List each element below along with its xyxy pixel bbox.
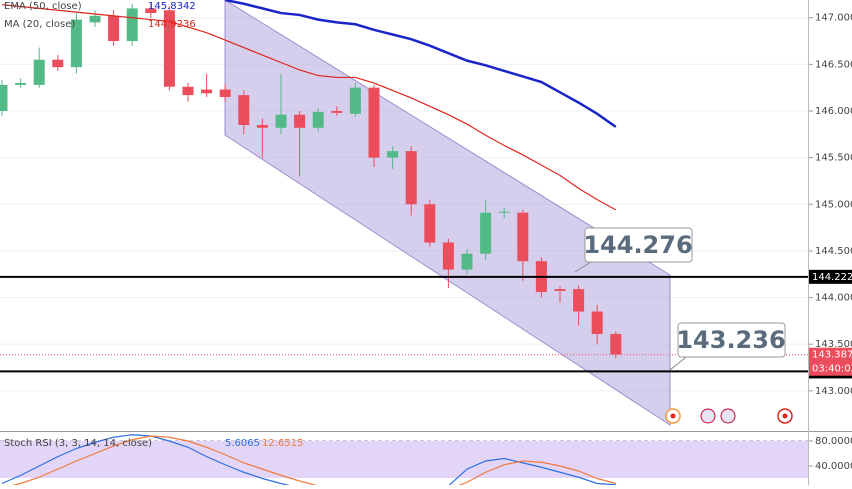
y-tick-label: 147.000 [815, 13, 852, 24]
y-tick-label: 145.000 [815, 199, 852, 210]
y-tick-label: 144.500 [815, 246, 852, 257]
candle-body [331, 110, 343, 113]
y-tick-label: 40.0000 [815, 461, 852, 472]
candle-body [498, 211, 510, 213]
y-tick-label: 146.500 [815, 59, 852, 70]
callouts: 144.276 143.236 [574, 227, 786, 371]
candle-body [70, 19, 82, 68]
indicator-line [1, 434, 616, 485]
event-icon[interactable] [700, 408, 716, 424]
callout-text: 144.276 [583, 231, 692, 259]
price-axis: 147.000 146.500 146.000 145.500 145.000 144.5… [809, 13, 852, 472]
candle-body [108, 15, 120, 42]
candle-body [256, 124, 268, 128]
event-icon-dot [782, 413, 788, 419]
candle-body [387, 151, 399, 158]
candle-body [610, 333, 622, 355]
candle-body [126, 8, 138, 42]
candle-body [554, 289, 566, 292]
stoch-title: Stoch RSI (3, 3, 14, 14, close) [4, 438, 152, 449]
candle-body [461, 253, 473, 270]
candle-body [294, 114, 306, 128]
y-tick-label: 143.000 [815, 386, 852, 397]
legend-label: EMA (50, close) [4, 1, 82, 12]
candle-body [0, 84, 8, 111]
price-label-box [809, 269, 852, 284]
candle-body [52, 59, 64, 68]
candle-body [182, 86, 194, 96]
candle-body [591, 311, 603, 334]
legend-value: 144.9236 [148, 19, 196, 30]
y-tick-label: 145.500 [815, 153, 852, 164]
legend-value: 145.8342 [148, 1, 196, 12]
legend-value: 5.6065 [225, 438, 260, 449]
stoch-band [0, 441, 808, 478]
candle-body [163, 10, 175, 87]
event-icon[interactable] [720, 408, 736, 424]
candle-body [89, 15, 101, 23]
indicator-line [1, 4, 617, 211]
callout-box [677, 322, 786, 358]
candle-body [573, 289, 585, 312]
y-tick-label: 143.500 [815, 339, 852, 350]
y-tick-label: 80.0000 [815, 436, 852, 447]
callout-text: 143.236 [676, 326, 785, 354]
candle-body [349, 87, 361, 114]
candle-body [312, 111, 324, 128]
indicator-line [11, 435, 616, 485]
legend-value: 12.6515 [262, 438, 303, 449]
candle-body [442, 242, 454, 270]
candle-body [480, 212, 492, 254]
last-price-label: 143.387 [812, 350, 852, 361]
candle-body [201, 89, 213, 94]
stoch-pane [1, 434, 616, 485]
candle-body [238, 95, 250, 125]
candle-body [275, 114, 287, 128]
event-icons [665, 408, 793, 424]
y-tick-label: 144.000 [815, 293, 852, 304]
indicator-line [224, 0, 617, 128]
candle-body [33, 59, 45, 85]
last-price-box [809, 347, 852, 376]
legend: EMA (50, close) 145.8342 MA (20, close) … [4, 1, 303, 449]
candle-body [424, 204, 436, 243]
candle-body [145, 8, 157, 14]
legend-label: MA (20, close) [4, 19, 75, 30]
candle-body [15, 83, 27, 85]
y-tick-label: 146.000 [815, 106, 852, 117]
price-label: 144.222 [812, 272, 852, 283]
candle-body [517, 212, 529, 262]
callout-box [584, 227, 693, 263]
countdown: 03:40:03 [812, 364, 852, 375]
event-icon-dot [670, 413, 676, 419]
candle-body [368, 87, 380, 158]
main-pane [0, 0, 808, 373]
candle-body [405, 151, 417, 205]
candle-body [219, 89, 231, 98]
